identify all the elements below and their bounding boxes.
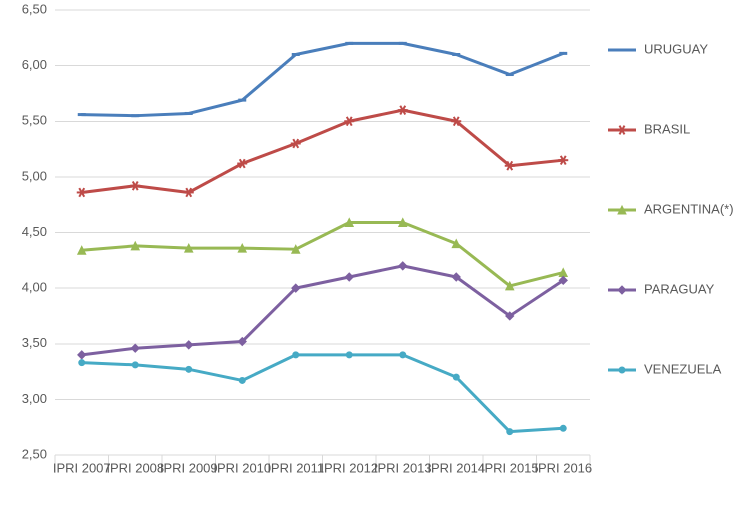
- y-tick-label: 4,00: [22, 280, 47, 295]
- x-tick-label: IPRI 2013: [374, 461, 432, 476]
- legend-label: PARAGUAY: [644, 281, 715, 296]
- legend-label: VENEZUELA: [644, 361, 722, 376]
- x-tick-label: IPRI 2012: [320, 461, 378, 476]
- series-brasil: [77, 106, 569, 197]
- line-chart: 2,50 3,00 3,50 4,00 4,50 5,00 5,50 6,00 6,50 IPRI…: [0, 0, 751, 505]
- x-tick-label: IPRI 2009: [160, 461, 218, 476]
- legend-label: ARGENTINA(*): [644, 201, 734, 216]
- x-tick-label: IPRI 2008: [106, 461, 164, 476]
- series-paraguay: [78, 262, 568, 359]
- chart-svg: 2,50 3,00 3,50 4,00 4,50 5,00 5,50 6,00 6,50 IPRI…: [0, 0, 751, 505]
- x-tick-label: IPRI 2011: [267, 461, 324, 476]
- x-tick-label: IPRI 2015: [481, 461, 539, 476]
- y-tick-label: 4,50: [22, 224, 47, 239]
- legend: URUGUAY BRASIL ARGENTINA(*) PARAGUAY VENEZUE…: [608, 41, 734, 376]
- y-tick-label: 5,00: [22, 168, 47, 183]
- x-tick-label: IPRI 2010: [213, 461, 271, 476]
- x-tick-label: IPRI 2007: [53, 461, 111, 476]
- y-tick-label: 2,50: [22, 446, 47, 461]
- y-tick-label: 3,50: [22, 335, 47, 350]
- y-tick-label: 5,50: [22, 113, 47, 128]
- y-tick-label: 6,50: [22, 1, 47, 16]
- series-uruguay: [78, 43, 568, 115]
- x-tick-label: IPRI 2014: [427, 461, 485, 476]
- series-argentina-: [78, 218, 568, 289]
- series-venezuela: [79, 352, 567, 435]
- legend-label: BRASIL: [644, 121, 690, 136]
- legend-label: URUGUAY: [644, 41, 708, 56]
- x-tick-label: IPRI 2016: [534, 461, 592, 476]
- y-tick-label: 3,00: [22, 391, 47, 406]
- y-tick-label: 6,00: [22, 57, 47, 72]
